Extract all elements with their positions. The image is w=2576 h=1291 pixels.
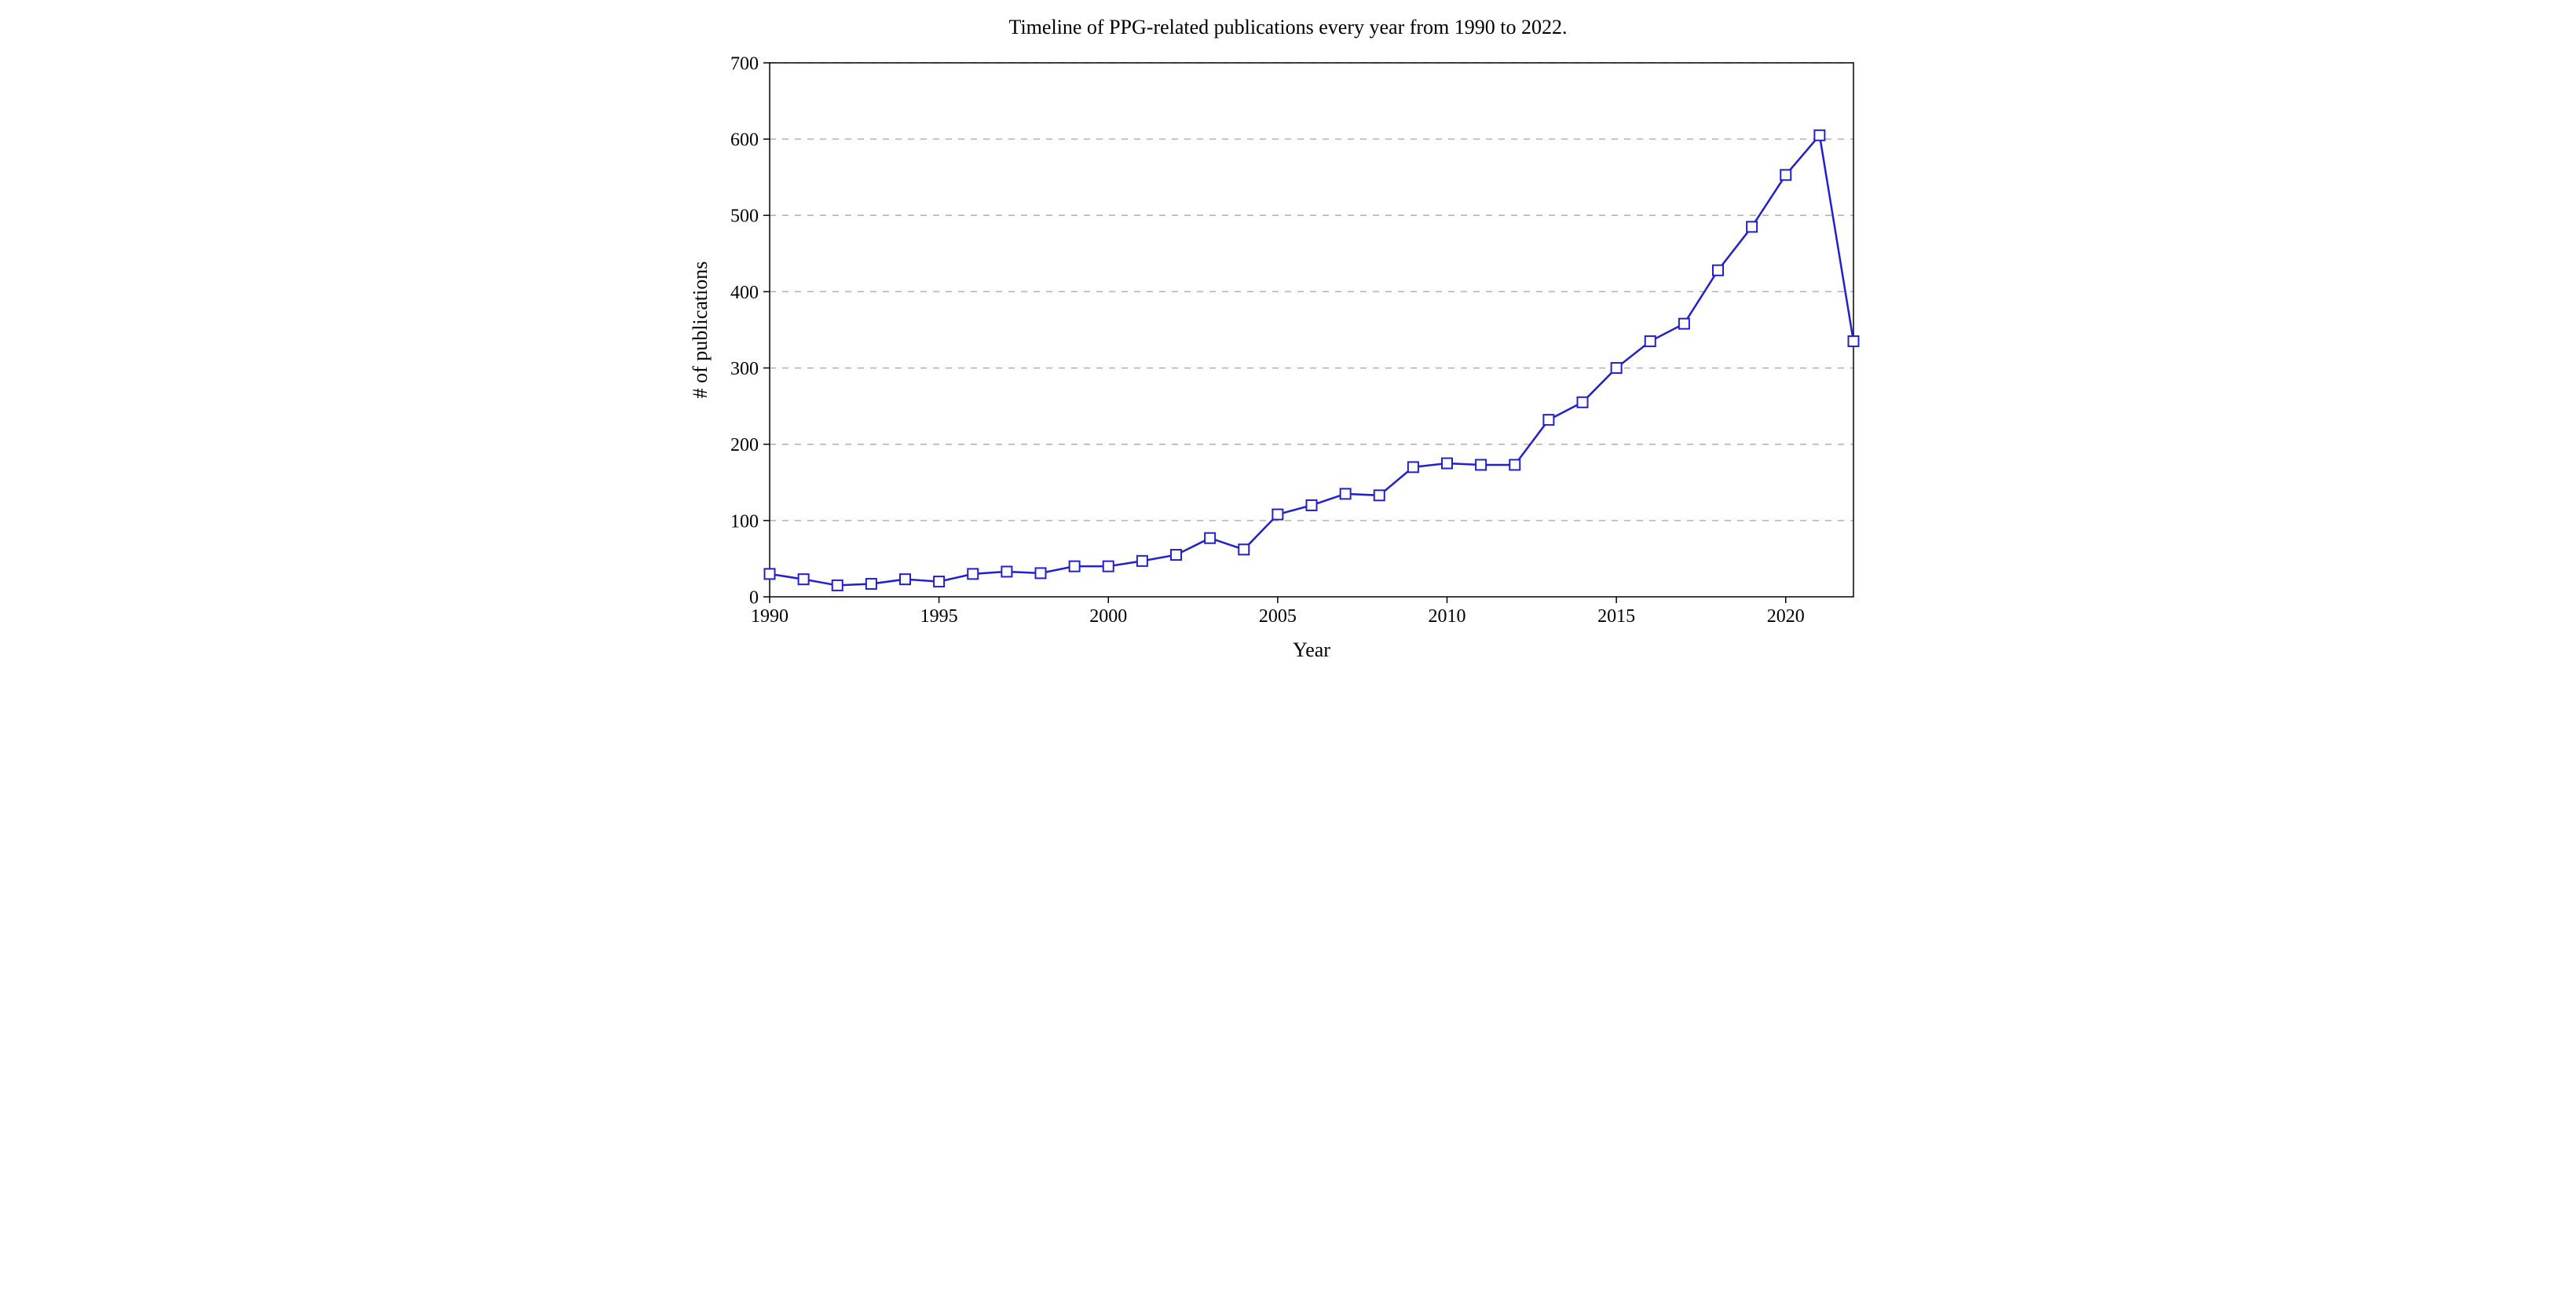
y-tick-label: 400 [730,283,759,303]
x-tick-label: 2005 [1259,606,1297,627]
x-tick-label: 1990 [751,606,789,627]
y-tick-label: 0 [749,587,759,608]
data-marker [1408,462,1418,472]
data-marker [1780,170,1791,180]
data-marker [968,569,978,579]
x-tick-label: 2015 [1597,606,1635,627]
data-marker [866,579,876,589]
data-marker [934,576,944,587]
data-marker [1103,561,1114,572]
chart-title: Timeline of PPG-related publications eve… [31,16,2545,39]
data-marker [1612,363,1622,373]
data-marker [1036,568,1046,578]
x-tick-label: 2010 [1429,606,1466,627]
data-marker [1543,415,1553,425]
data-marker [1645,336,1656,346]
data-marker [832,580,843,591]
y-tick-label: 200 [730,435,759,455]
data-marker [799,574,809,584]
data-marker [1001,566,1012,576]
data-marker [900,574,910,584]
data-marker [1476,459,1486,470]
data-marker [1442,459,1452,469]
data-marker [1137,556,1147,566]
data-marker [1070,561,1080,572]
x-tick-label: 2020 [1767,606,1805,627]
plot-background [770,63,1853,597]
x-tick-label: 2000 [1089,606,1127,627]
line-chart: 1990 1995 2000 2005 2010 2015 2020 0 100 200 300 40… [683,47,1893,691]
y-tick-label: 500 [730,207,759,227]
data-marker [1713,265,1723,276]
data-marker [1509,459,1520,470]
data-marker [1374,490,1385,500]
y-tick-label: 300 [730,359,759,379]
y-axis-label: # of publications [689,261,712,399]
data-marker [1814,130,1824,141]
x-tick-label: 1995 [920,606,958,627]
data-marker [1239,544,1249,554]
chart-container: Timeline of PPG-related publications eve… [0,0,2576,722]
data-marker [1205,533,1215,543]
data-marker [1272,510,1283,520]
data-marker [1849,336,1859,346]
y-tick-label: 100 [730,511,759,532]
data-marker [1171,550,1181,560]
data-marker [1341,488,1351,499]
x-axis-label: Year [1293,638,1330,661]
y-tick-label: 700 [730,53,759,74]
y-tick-label: 600 [730,130,759,151]
data-marker [765,569,775,579]
data-marker [1578,397,1588,408]
data-marker [1307,500,1317,510]
data-marker [1747,221,1757,232]
data-marker [1679,319,1689,329]
